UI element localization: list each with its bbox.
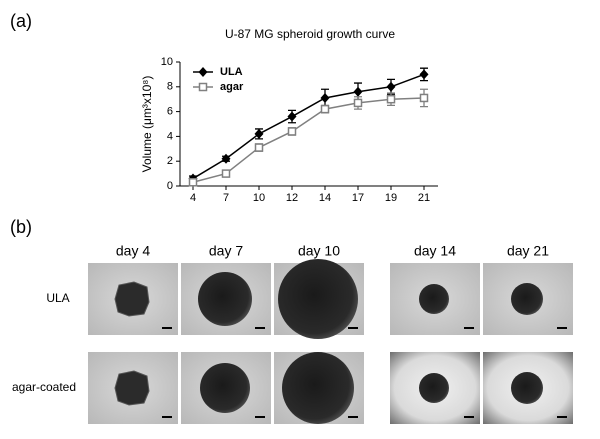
scale-bar — [348, 327, 358, 329]
scale-bar — [464, 416, 474, 418]
x-tick-label: 10 — [253, 192, 265, 204]
scale-bar — [557, 327, 567, 329]
point — [287, 111, 297, 122]
y-tick-label: 8 — [167, 81, 173, 93]
point — [419, 69, 429, 80]
point — [386, 94, 396, 104]
spheroid — [198, 272, 252, 326]
point — [386, 81, 396, 92]
x-tick-label: 4 — [190, 192, 196, 204]
scale-bar — [255, 416, 265, 418]
column-label: day 4 — [116, 243, 150, 259]
point — [198, 82, 208, 92]
legend-label: agar — [220, 81, 244, 93]
scale-bar — [464, 327, 474, 329]
scale-bar — [557, 416, 567, 418]
y-axis-label: Volume (μm³x10⁸) — [140, 76, 154, 173]
point — [353, 86, 363, 97]
chart-title: U-87 MG spheroid growth curve — [225, 27, 395, 41]
point — [254, 128, 264, 139]
column-label: day 10 — [298, 243, 340, 259]
legend-label: ULA — [220, 66, 243, 78]
spheroid — [200, 363, 250, 413]
panel-label: (b) — [10, 217, 32, 237]
scale-bar — [348, 416, 358, 418]
micrographs: day 4 day 7 day 10 day 14 day 21 ULA agar-coat… — [12, 243, 573, 424]
y-tick-label: 2 — [167, 155, 173, 167]
y-tick-label: 0 — [167, 180, 173, 192]
spheroid — [511, 372, 543, 404]
spheroid — [419, 284, 449, 314]
point — [320, 104, 330, 114]
point — [320, 92, 330, 103]
spheroid — [278, 259, 358, 339]
spheroid — [511, 283, 543, 315]
x-tick-label: 7 — [223, 192, 229, 204]
point — [188, 178, 198, 187]
column-label: day 14 — [414, 243, 456, 259]
series-line — [192, 73, 425, 180]
scale-bar — [162, 327, 172, 329]
point — [221, 169, 231, 178]
scale-bar — [162, 416, 172, 418]
x-tick-label: 19 — [385, 192, 397, 204]
y-tick-label: 6 — [167, 106, 173, 118]
point — [353, 98, 363, 108]
spheroid — [114, 370, 150, 406]
x-tick-label: 12 — [286, 192, 298, 204]
point — [198, 67, 208, 77]
point — [254, 143, 264, 152]
spheroid — [282, 352, 354, 424]
y-tick-label: 10 — [161, 56, 173, 68]
y-tick-label: 4 — [167, 130, 173, 142]
row-label: agar-coated — [12, 380, 76, 394]
x-tick-label: 17 — [352, 192, 364, 204]
scale-bar — [255, 327, 265, 329]
x-tick-label: 21 — [418, 192, 430, 204]
point — [419, 93, 429, 103]
column-label: day 7 — [209, 243, 243, 259]
spheroid — [114, 281, 150, 317]
column-label: day 21 — [507, 243, 549, 259]
point — [221, 153, 231, 164]
x-tick-label: 14 — [319, 192, 331, 204]
point — [287, 127, 297, 136]
spheroid — [419, 373, 449, 403]
series-line — [192, 97, 425, 184]
row-label: ULA — [46, 291, 69, 305]
panel-label: (a) — [10, 11, 32, 31]
